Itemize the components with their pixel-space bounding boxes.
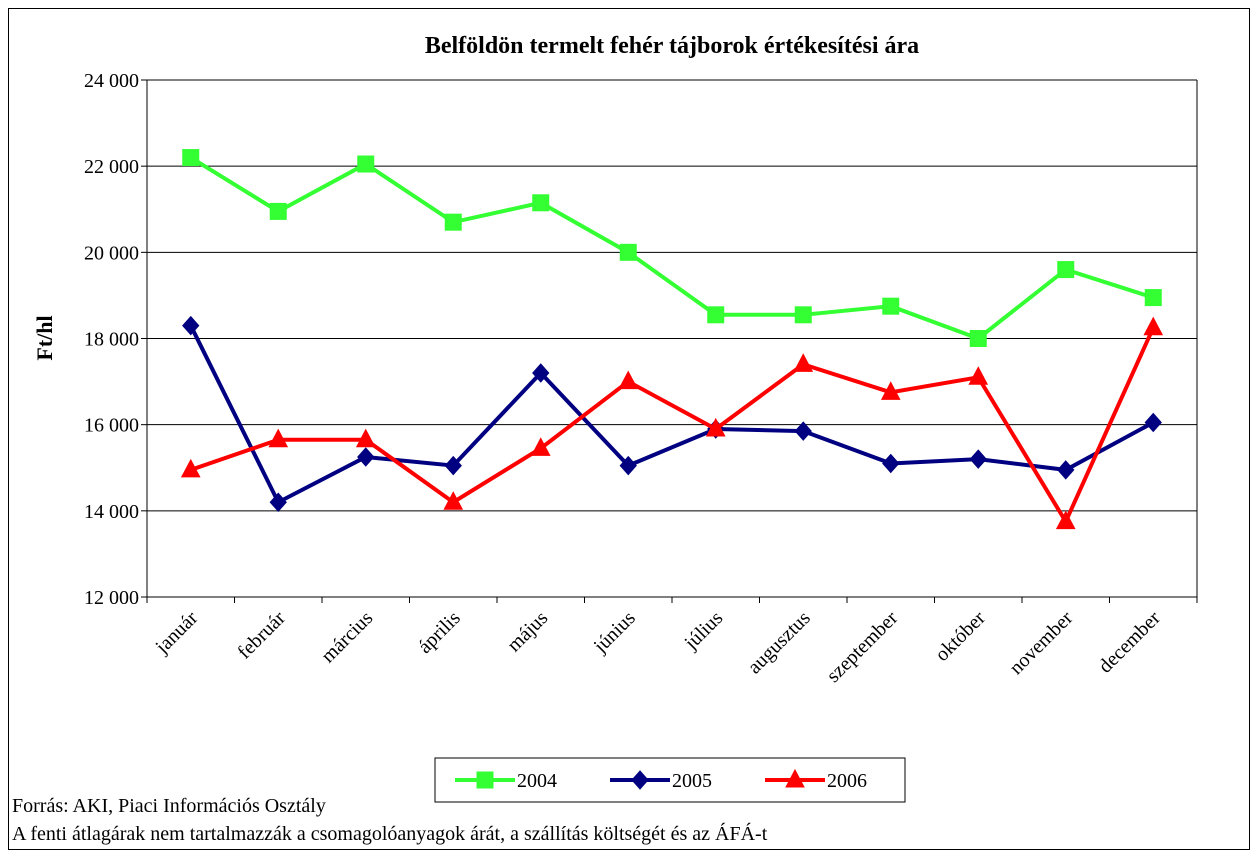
marker-diamond — [182, 315, 200, 336]
legend: 2004 2005 2006 — [434, 757, 906, 803]
marker-square — [1144, 289, 1162, 307]
legend-marker — [476, 771, 494, 789]
marker-square — [619, 243, 637, 261]
marker-diamond — [1057, 460, 1075, 480]
marker-triangle — [618, 370, 639, 390]
footnote: A fenti átlagárak nem tartalmazzák a cso… — [12, 822, 768, 845]
marker-square — [882, 297, 900, 315]
marker-triangle — [968, 366, 989, 385]
marker-diamond — [532, 363, 550, 383]
marker-square — [794, 306, 812, 324]
y-tick-label: 14 000 — [84, 501, 139, 523]
marker-square — [357, 155, 375, 173]
marker-diamond — [1144, 412, 1162, 433]
legend-marker — [631, 770, 649, 790]
marker-triangle — [793, 353, 814, 372]
marker-triangle — [180, 458, 201, 478]
marker-diamond — [969, 449, 987, 469]
legend-label: 2006 — [827, 770, 867, 792]
marker-square — [444, 213, 462, 231]
source-note: Forrás: AKI, Piaci Információs Osztály — [12, 795, 326, 817]
marker-triangle — [1143, 316, 1164, 336]
marker-triangle — [443, 491, 464, 510]
marker-square — [1057, 261, 1075, 279]
marker-square — [532, 194, 550, 212]
y-tick-label: 18 000 — [84, 329, 139, 351]
marker-diamond — [882, 453, 900, 474]
series-line — [189, 155, 1154, 341]
legend-label: 2005 — [672, 770, 712, 792]
y-tick-label: 24 000 — [84, 70, 139, 92]
marker-triangle — [705, 417, 726, 437]
marker-triangle — [530, 437, 551, 456]
marker-triangle — [355, 428, 376, 448]
marker-square — [969, 330, 987, 347]
y-tick-label: 22 000 — [84, 156, 139, 178]
legend-label: 2004 — [517, 770, 557, 792]
y-axis-label: Ft/hl — [32, 315, 57, 360]
series-line — [188, 324, 1155, 505]
marker-square — [269, 202, 287, 220]
marker-diamond — [794, 421, 812, 441]
chart-title: Belföldön termelt fehér tájborok értékes… — [425, 33, 919, 59]
y-tick-label: 16 000 — [84, 415, 139, 437]
series-line — [190, 326, 1156, 526]
marker-diamond — [357, 447, 375, 467]
marker-diamond — [619, 455, 637, 476]
marker-square — [707, 306, 725, 324]
marker-triangle — [268, 428, 289, 448]
marker-diamond — [269, 492, 287, 512]
marker-triangle — [880, 381, 901, 400]
y-tick-label: 12 000 — [84, 587, 139, 609]
legend-marker — [785, 768, 805, 788]
marker-square — [182, 149, 200, 167]
marker-diamond — [444, 455, 462, 476]
y-tick-label: 20 000 — [84, 242, 139, 264]
marker-triangle — [1055, 510, 1076, 530]
